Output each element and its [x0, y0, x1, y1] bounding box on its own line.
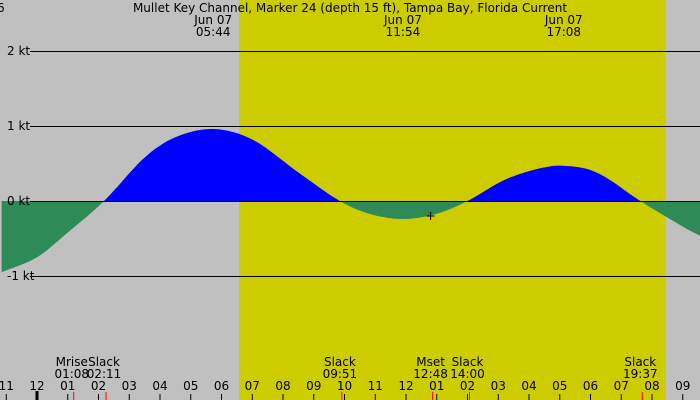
event-time-label: 01:08: [54, 367, 89, 381]
flood-current-area: [104, 129, 340, 201]
flood-current-area: [467, 165, 641, 201]
x-tick-label: 11: [368, 379, 383, 393]
corner-label-fragment: 6: [0, 1, 5, 15]
top-time-label: 17:08: [546, 25, 581, 39]
x-tick-label: 07: [245, 379, 260, 393]
event-name-label: Slack: [624, 355, 656, 369]
event-time-label: 14:00: [450, 367, 485, 381]
top-date-label: Jun 07: [544, 13, 583, 27]
chart-title: Mullet Key Channel, Marker 24 (depth 15 …: [133, 1, 567, 15]
x-tick-label: 12: [29, 379, 44, 393]
top-date-label: Jun 07: [193, 13, 232, 27]
ebb-current-area: [1, 201, 105, 273]
event-name-label: Slack: [88, 355, 120, 369]
x-tick-label: 04: [521, 379, 536, 393]
x-tick-label: 01: [60, 379, 75, 393]
x-tick-label: 03: [122, 379, 137, 393]
x-tick-label: 05: [183, 379, 198, 393]
current-time-marker: [426, 212, 435, 220]
event-time-label: 19:37: [623, 367, 658, 381]
x-tick-label: 06: [214, 379, 229, 393]
x-tick-label: 09: [306, 379, 321, 393]
x-tick-label: 07: [614, 379, 629, 393]
event-name-label: Mrise: [56, 355, 88, 369]
event-time-label: 02:11: [87, 367, 122, 381]
x-tick-label: 12: [398, 379, 413, 393]
y-tick-label: -1 kt: [7, 269, 35, 283]
x-tick-label: 04: [152, 379, 167, 393]
event-name-label: Slack: [452, 355, 484, 369]
x-tick-label: 02: [91, 379, 106, 393]
x-tick-label: 03: [491, 379, 506, 393]
top-date-label: Jun 07: [383, 13, 422, 27]
ebb-current-area: [640, 201, 700, 236]
y-tick-label: 0 kt: [7, 194, 30, 208]
x-tick-label: 06: [583, 379, 598, 393]
x-tick-label: 08: [644, 379, 659, 393]
x-tick-label: 08: [275, 379, 290, 393]
event-time-label: 09:51: [323, 367, 358, 381]
x-tick-label: 05: [552, 379, 567, 393]
x-tick-label: 10: [337, 379, 352, 393]
x-tick-label: 01: [429, 379, 444, 393]
event-time-label: 12:48: [413, 367, 448, 381]
event-name-label: Slack: [324, 355, 356, 369]
top-time-label: 11:54: [386, 25, 421, 39]
y-tick-label: 1 kt: [7, 119, 30, 133]
x-tick-label: 02: [460, 379, 475, 393]
top-time-label: 05:44: [196, 25, 231, 39]
y-tick-label: 2 kt: [7, 44, 30, 58]
x-tick-label: 09: [675, 379, 690, 393]
ebb-current-area: [339, 201, 468, 219]
event-name-label: Mset: [416, 355, 445, 369]
x-tick-label: 11: [0, 379, 14, 393]
